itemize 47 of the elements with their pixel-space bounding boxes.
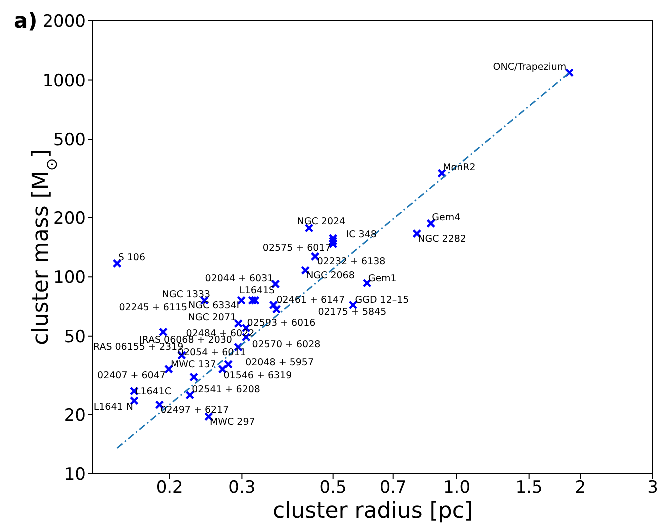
annotation: 02461 + 6147 (276, 295, 346, 306)
annotation: NGC 2071 (188, 312, 237, 324)
annotation: 02048 + 5957 (246, 357, 314, 368)
x-tick-label: 0.2 (156, 478, 184, 498)
annotation: 01546 + 6319 (224, 370, 292, 382)
y-tick-label: 2000 (42, 12, 86, 32)
annotation: MWC 137 (170, 359, 216, 370)
x-tick-label: 3 (648, 478, 657, 498)
x-tick-label: 2 (575, 478, 586, 498)
annotation: L1641C (135, 386, 172, 398)
annotation: NGC 6334I (188, 300, 240, 312)
annotation: 02593 + 6016 (247, 318, 316, 330)
x-tick-label: 0.7 (380, 478, 407, 498)
annotation: S 106 (118, 252, 146, 264)
chart-title: a) (14, 9, 38, 33)
y-tick-label: 100 (54, 268, 86, 288)
x-tick-label: 0.5 (320, 478, 347, 498)
annotation: 02245 + 6115 (119, 302, 188, 314)
x-tick-label: 0.3 (228, 478, 256, 498)
annotation: Gem4 (432, 212, 461, 224)
annotation: L1641S (240, 286, 276, 297)
y-tick-label: 20 (64, 406, 86, 426)
annotation: 02407 + 6047 (98, 370, 166, 382)
annotation: L1641 N (94, 402, 134, 413)
annotation: GGD 12–15 (355, 295, 410, 306)
annotation: NGC 2068 (306, 270, 355, 282)
x-tick-label: 1.5 (516, 478, 543, 498)
annotation: MWC 297 (210, 416, 256, 428)
annotation: 02497 + 6217 (160, 405, 230, 416)
annotation: IC 348 (346, 230, 377, 241)
annotation: 02232 + 6138 (317, 256, 386, 268)
annotation: 02044 + 6031 (205, 273, 274, 284)
annotation: 02175 + 5845 (318, 307, 387, 318)
annotation: 02575 + 6017 (262, 243, 332, 254)
y-tick-label: 500 (54, 130, 86, 151)
y-tick-label: 1000 (42, 71, 86, 92)
x-axis-title: cluster radius [pc] (272, 499, 474, 524)
annotation: ONC/Trapezium (493, 62, 567, 73)
annotation: NGC 2282 (418, 234, 466, 245)
y-tick-label: 10 (64, 465, 86, 486)
annotation: 02541 + 6208 (192, 384, 260, 396)
x-tick-label: 1.0 (443, 478, 471, 498)
y-tick-label: 50 (64, 327, 86, 348)
annotation: NGC 1333 (162, 290, 211, 301)
annotation: Gem1 (368, 273, 397, 284)
annotation: NGC 2024 (297, 216, 346, 228)
annotation: 02570 + 6028 (252, 339, 321, 350)
